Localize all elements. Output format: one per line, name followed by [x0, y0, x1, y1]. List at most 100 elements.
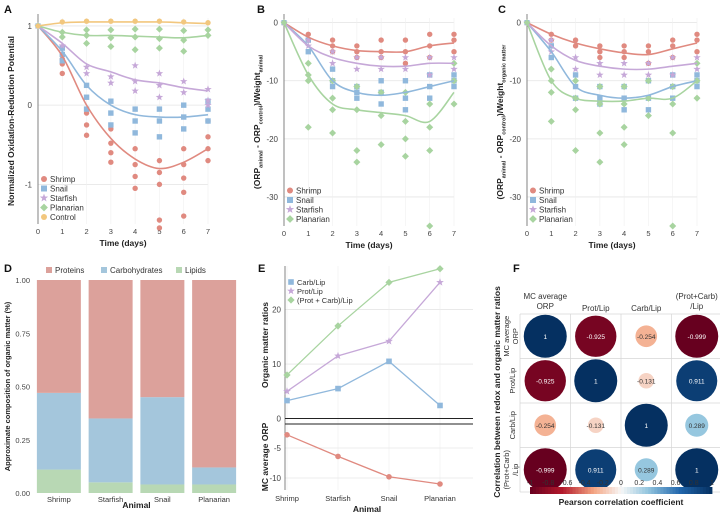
series-line [286, 434, 441, 485]
colorbar-segment [678, 487, 683, 494]
colorbar-tick-label: 0.2 [634, 480, 644, 487]
colorbar-segment [605, 487, 610, 494]
correlation-value: -0.999 [536, 467, 555, 474]
bar-segment [36, 392, 81, 470]
x-tick-label: 1 [306, 229, 310, 238]
correlation-circle [574, 359, 618, 403]
data-point [83, 106, 90, 112]
data-point [204, 26, 212, 34]
x-tick-label: 2 [330, 229, 334, 238]
y-axis-label-part: (ORP [252, 167, 262, 189]
series-line [286, 268, 441, 376]
colorbar-segment [542, 487, 546, 494]
data-point [83, 122, 90, 128]
colorbar-tick-label: -0.6 [560, 480, 572, 487]
correlation-value: 1 [695, 467, 699, 474]
data-point [402, 60, 409, 67]
data-point [329, 129, 337, 137]
x-tick-label: Snail [154, 495, 171, 504]
colorbar-segment [557, 487, 561, 494]
row-label: Carb/Lip [508, 411, 517, 439]
data-point [427, 95, 433, 101]
colorbar-segment [681, 487, 686, 494]
data-point [204, 101, 212, 109]
legend-marker [530, 197, 536, 203]
data-point [548, 54, 554, 61]
bar-segment [36, 469, 81, 493]
series-line [286, 281, 441, 392]
legend-marker [41, 214, 47, 220]
data-point [156, 157, 163, 164]
colorbar-segment [530, 487, 534, 494]
data-point [670, 43, 676, 49]
data-point [156, 106, 163, 112]
data-point [334, 322, 342, 330]
data-point [620, 141, 628, 149]
data-point [668, 71, 677, 79]
data-point [547, 65, 555, 73]
data-point [181, 146, 187, 152]
legend-marker [41, 185, 47, 192]
x-tick-label: Starfish [325, 494, 350, 503]
bar-segment [192, 484, 237, 493]
colorbar-segment [675, 487, 680, 494]
data-point [353, 53, 361, 61]
data-point [669, 222, 677, 230]
data-point [451, 31, 457, 37]
data-point [450, 77, 458, 85]
legend-label: Carb/Lip [297, 278, 325, 287]
correlation-value: -0.254 [536, 423, 555, 430]
data-point [155, 93, 164, 101]
correlation-value: -0.254 [637, 334, 656, 341]
data-point [131, 77, 139, 85]
y-axis-label: Correlation between redox and organic ma… [492, 286, 502, 498]
data-point [377, 53, 385, 61]
legend-label: Prot/Lip [297, 287, 323, 296]
legend-swatch [101, 267, 107, 273]
y-axis-label-subscript: organic matter [502, 44, 508, 83]
data-point [620, 71, 628, 79]
data-point [179, 88, 188, 96]
colorbar-tick-label: -0.4 [579, 480, 591, 487]
data-point [354, 95, 360, 101]
data-point [377, 88, 385, 96]
x-tick-label: 7 [206, 227, 210, 236]
colorbar-segment [684, 487, 689, 494]
data-point [437, 402, 443, 409]
legend-marker [287, 296, 295, 304]
data-point [694, 48, 700, 55]
data-point [620, 83, 628, 91]
x-tick-label: 4 [133, 227, 137, 236]
column-label: ORP [537, 302, 554, 311]
x-tick-label: 3 [598, 229, 602, 238]
y-tick-label: 0.25 [15, 436, 30, 445]
colorbar-segment [687, 487, 692, 494]
data-point [83, 94, 90, 100]
colorbar-segment [536, 487, 540, 494]
colorbar-segment [645, 487, 649, 494]
y-tick-label: 0.75 [15, 329, 30, 338]
correlation-value: 0.911 [689, 378, 705, 385]
colorbar-segment [617, 487, 622, 494]
colorbar-segment [648, 487, 652, 494]
colorbar-segment [602, 487, 607, 494]
correlation-value: 1 [644, 423, 648, 430]
row-label: ORP [511, 328, 520, 344]
y-axis-label-subscript: animal [259, 54, 265, 72]
y-axis-label: (ORPanimal - ORPcontrol)/Weightanimal [252, 54, 265, 189]
data-point [644, 77, 652, 85]
x-tick-label: 7 [695, 229, 699, 238]
data-point [155, 25, 163, 33]
data-point [694, 83, 700, 90]
data-point [378, 37, 384, 43]
data-point [132, 173, 138, 180]
data-point [180, 27, 188, 35]
data-point [107, 26, 115, 34]
y-axis-label: (ORPanimal - ORPcontrol)/Weightorganic m… [495, 44, 508, 200]
legend-marker [41, 176, 47, 182]
correlation-circle [534, 414, 557, 437]
trend-line [37, 25, 209, 119]
column-label: Carb/Lip [631, 304, 662, 313]
data-point [597, 48, 603, 55]
